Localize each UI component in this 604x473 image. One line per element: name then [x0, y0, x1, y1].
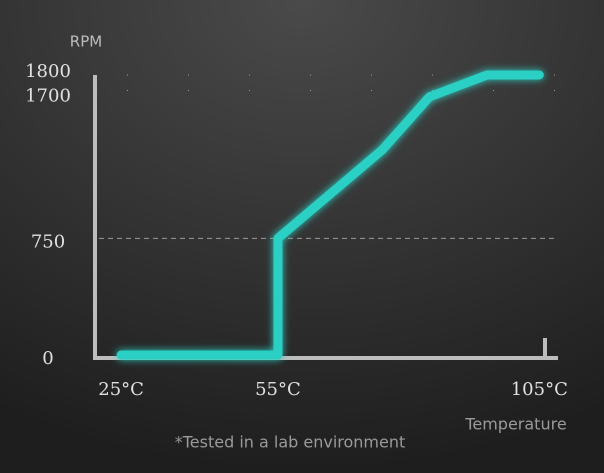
x-tick-label: 105°C [511, 379, 568, 400]
x-tick-label: 55°C [255, 379, 301, 400]
y-tick-label: 1800 [25, 61, 71, 82]
footnote: *Tested in a lab environment [175, 433, 406, 452]
y-tick-label: 1700 [25, 86, 71, 107]
y-tick-label: 0 [42, 348, 53, 369]
y-axis-title: RPM [70, 33, 102, 51]
y-tick-label: 750 [31, 231, 65, 252]
x-tick-label: 25°C [98, 379, 144, 400]
x-axis-title: Temperature [464, 415, 566, 434]
data-line [116, 70, 544, 360]
